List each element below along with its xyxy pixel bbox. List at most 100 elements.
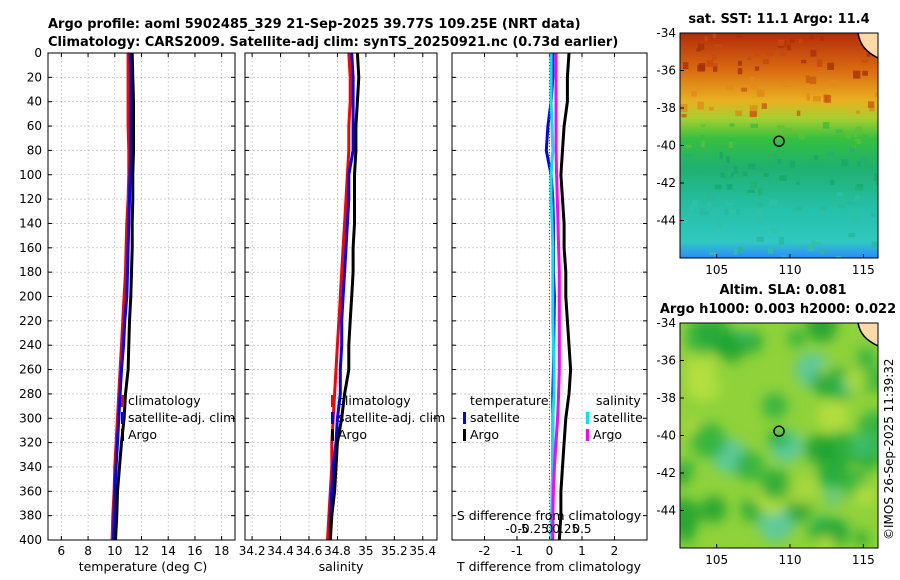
sal-line-satellite-adj-clim bbox=[328, 52, 355, 540]
sst-pixel bbox=[725, 83, 733, 90]
sst-pixel bbox=[820, 249, 826, 255]
sst-pixel bbox=[735, 110, 742, 117]
sst-pixel bbox=[836, 192, 843, 196]
sst-pixel bbox=[733, 165, 738, 174]
sst-pixel bbox=[845, 201, 852, 205]
sst-pixel bbox=[767, 248, 774, 254]
sst-pixel bbox=[700, 124, 706, 128]
sst-pixel bbox=[697, 43, 705, 50]
sst-pixel bbox=[699, 208, 705, 216]
sla-blob bbox=[700, 496, 727, 523]
land-patch bbox=[858, 33, 878, 58]
sla-blob bbox=[759, 469, 791, 501]
diff-legend-sal-swatch bbox=[586, 429, 589, 441]
sst-pixel bbox=[849, 146, 855, 153]
temp-legend-label: satellite-adj. clim bbox=[128, 410, 235, 425]
temp-legend-swatch bbox=[121, 429, 124, 441]
sla-blob bbox=[771, 431, 787, 447]
sla-map-axes: 105 110 115 -34 -36 -38 -40 -42 -44 bbox=[656, 316, 879, 567]
sst-pixel bbox=[854, 129, 858, 138]
temp-line-satellite-adj-clim bbox=[112, 52, 133, 541]
sal-legend-label: Argo bbox=[338, 427, 367, 442]
sla-blob bbox=[680, 459, 695, 475]
sla-blob bbox=[788, 477, 816, 506]
temperature-panel: 6 8 10 12 14 16 180204060801001201401601802002… bbox=[19, 46, 236, 558]
depth-tick-label: 360 bbox=[19, 484, 42, 498]
sla-blob bbox=[695, 383, 709, 398]
land-patch-2 bbox=[858, 323, 878, 346]
sst-pixel bbox=[776, 136, 783, 140]
sst-pixel bbox=[738, 60, 742, 66]
temp-xtick-label: 18 bbox=[214, 544, 229, 558]
depth-tick-label: 220 bbox=[19, 314, 42, 328]
sst-pixel bbox=[712, 33, 717, 39]
sst-pixel bbox=[871, 241, 878, 248]
sal-legend-label: climatology bbox=[338, 393, 411, 408]
sst-pixel bbox=[727, 195, 733, 203]
sst-pixel bbox=[706, 195, 715, 201]
sst-pixel bbox=[749, 111, 757, 118]
sst-pixel bbox=[720, 172, 725, 178]
sal-legend-swatch bbox=[331, 412, 334, 424]
difference-xlabel-top: S difference from climatology bbox=[457, 508, 642, 523]
sst-argo-marker bbox=[773, 135, 785, 147]
difference-panel: -2 -1 0 1 2-0.5-0.250 0.250.5temperaturesatel… bbox=[451, 52, 648, 558]
sst-pixel bbox=[725, 174, 734, 180]
sst-pixel bbox=[830, 179, 835, 186]
depth-tick-label: 100 bbox=[19, 168, 42, 182]
depth-tick-label: 80 bbox=[27, 143, 42, 157]
sal-line-argo bbox=[328, 52, 361, 541]
depth-tick-label: 0 bbox=[34, 46, 42, 60]
sst-pixel bbox=[696, 48, 701, 52]
sst-pixel bbox=[854, 195, 860, 201]
sst-xtick-label: 105 bbox=[705, 263, 728, 277]
sst-pixel bbox=[798, 39, 803, 44]
sst-pixel bbox=[854, 185, 863, 191]
sst-ytick-label: -44 bbox=[656, 214, 676, 228]
sst-pixel bbox=[805, 75, 810, 83]
sst-pixel bbox=[776, 125, 785, 132]
sal-xtick-label: 35.2 bbox=[381, 544, 408, 558]
sst-pixel bbox=[811, 239, 816, 247]
sst-pixel bbox=[689, 205, 694, 212]
sla-blob bbox=[818, 456, 848, 487]
sst-xtick-label: 115 bbox=[852, 263, 875, 277]
sst-pixel bbox=[830, 79, 838, 86]
sst-pixel bbox=[737, 246, 742, 252]
sst-pixel bbox=[756, 236, 764, 242]
sst-pixel bbox=[800, 59, 807, 64]
salinity-panel: 34.2 34.4 34.6 34.8 35 35.2 35.4 climatology sat… bbox=[239, 52, 445, 558]
sst-pixel bbox=[729, 123, 735, 127]
diff-xtick-label: -2 bbox=[479, 544, 491, 558]
depth-tick-label: 140 bbox=[19, 216, 42, 230]
sst-pixel bbox=[809, 76, 817, 85]
sst-pixel bbox=[862, 70, 868, 76]
sla-ytick-label: -34 bbox=[656, 316, 676, 330]
sst-ytick-label: -40 bbox=[656, 139, 676, 153]
sst-pixel bbox=[822, 122, 830, 129]
sst-ytick-label: -36 bbox=[656, 64, 676, 78]
sst-pixel bbox=[874, 92, 878, 97]
sst-pixel bbox=[771, 227, 777, 233]
sst-pixel bbox=[823, 94, 829, 103]
sst-pixel bbox=[708, 251, 716, 256]
sst-pixel bbox=[780, 255, 787, 258]
sst-pixel bbox=[777, 159, 782, 165]
sst-pixel bbox=[769, 199, 778, 206]
sla-xtick-label: 110 bbox=[779, 553, 802, 567]
sst-pixel bbox=[733, 249, 738, 255]
sst-pixel bbox=[827, 151, 834, 157]
sst-pixel bbox=[750, 84, 758, 89]
sst-pixel bbox=[736, 33, 743, 38]
sst-map-title: sat. SST: 11.1 Argo: 11.4 bbox=[688, 12, 869, 27]
sst-pixel bbox=[867, 101, 875, 108]
sst-pixel bbox=[750, 123, 758, 128]
sla-blob bbox=[855, 531, 870, 546]
sst-pixel bbox=[835, 256, 842, 258]
diff-xtick-label: 1 bbox=[578, 544, 586, 558]
temp-legend-label: Argo bbox=[128, 427, 157, 442]
sla-blob bbox=[762, 393, 788, 420]
sst-pixel bbox=[869, 106, 875, 112]
sst-pixel bbox=[848, 233, 856, 238]
